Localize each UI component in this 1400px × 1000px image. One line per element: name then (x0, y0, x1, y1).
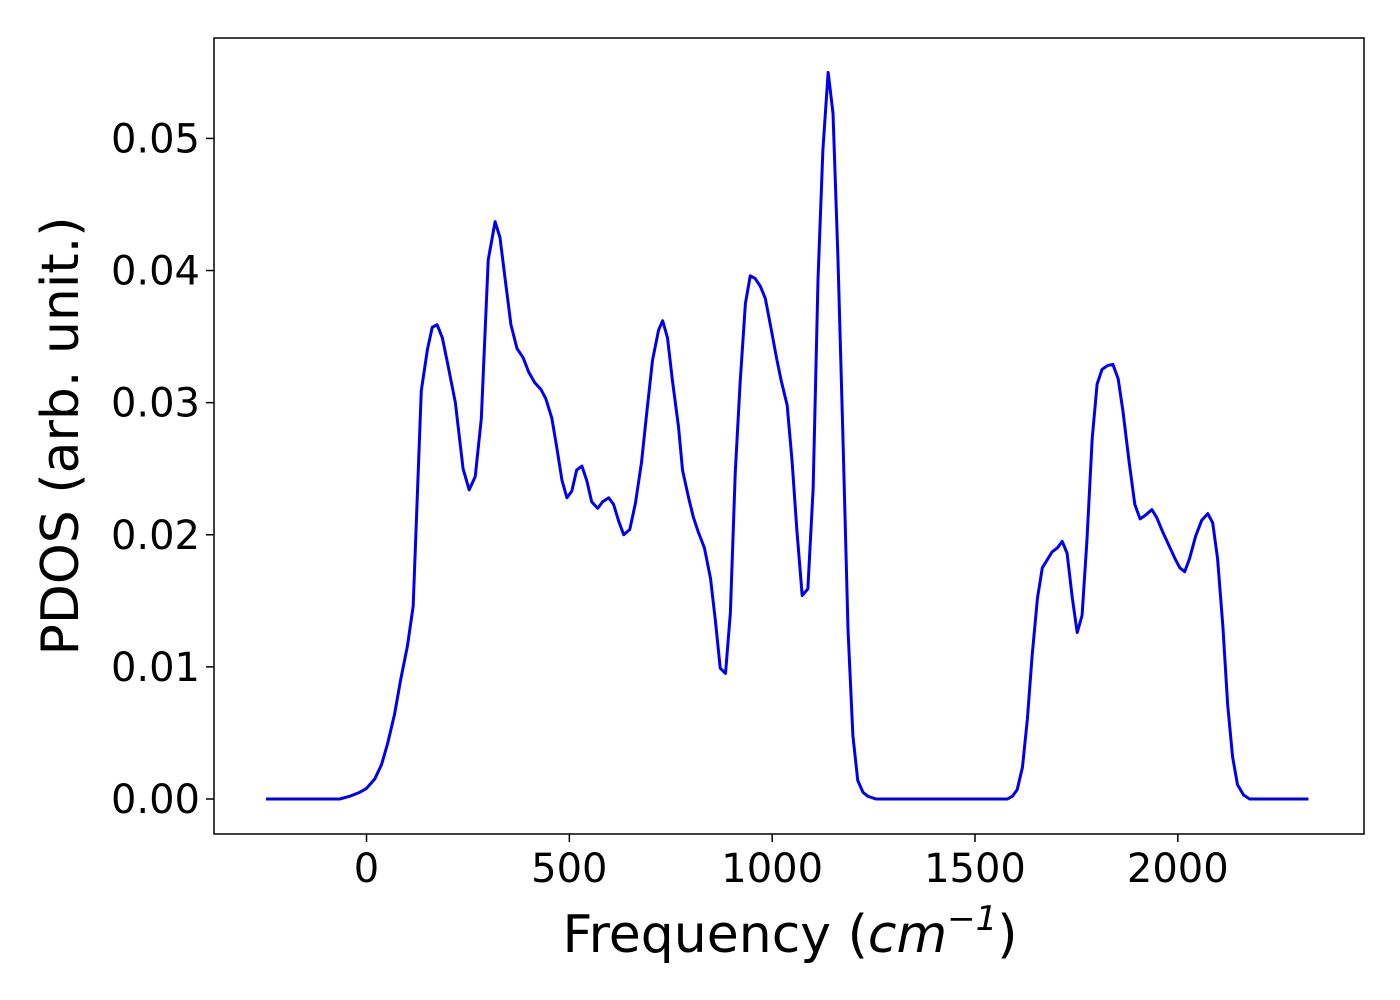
x-tick-label: 500 (531, 846, 607, 892)
y-tick-label: 0.00 (111, 777, 200, 823)
y-tick-label: 0.02 (111, 513, 200, 559)
y-axis-label: PDOS (arb. unit.) (31, 216, 91, 655)
y-tick-label: 0.04 (111, 249, 200, 295)
x-axis-label: Frequency (cm−1) (562, 899, 1017, 965)
line (265, 70, 1309, 801)
y-tick-label: 0.03 (111, 381, 200, 427)
x-label-exponent: −1 (947, 899, 997, 939)
x-label-unit: cm (868, 905, 947, 965)
x-tick-label: 1500 (924, 846, 1026, 892)
x-tick-label: 2000 (1127, 846, 1229, 892)
plot-frame (213, 37, 1365, 835)
x-tick-label: 1000 (721, 846, 823, 892)
y-tick-label: 0.01 (111, 645, 200, 691)
y-tick-label: 0.05 (111, 116, 200, 162)
x-label-close: ) (997, 905, 1017, 965)
x-label-text: Frequency ( (562, 905, 867, 965)
x-tick-label: 0 (354, 846, 379, 892)
